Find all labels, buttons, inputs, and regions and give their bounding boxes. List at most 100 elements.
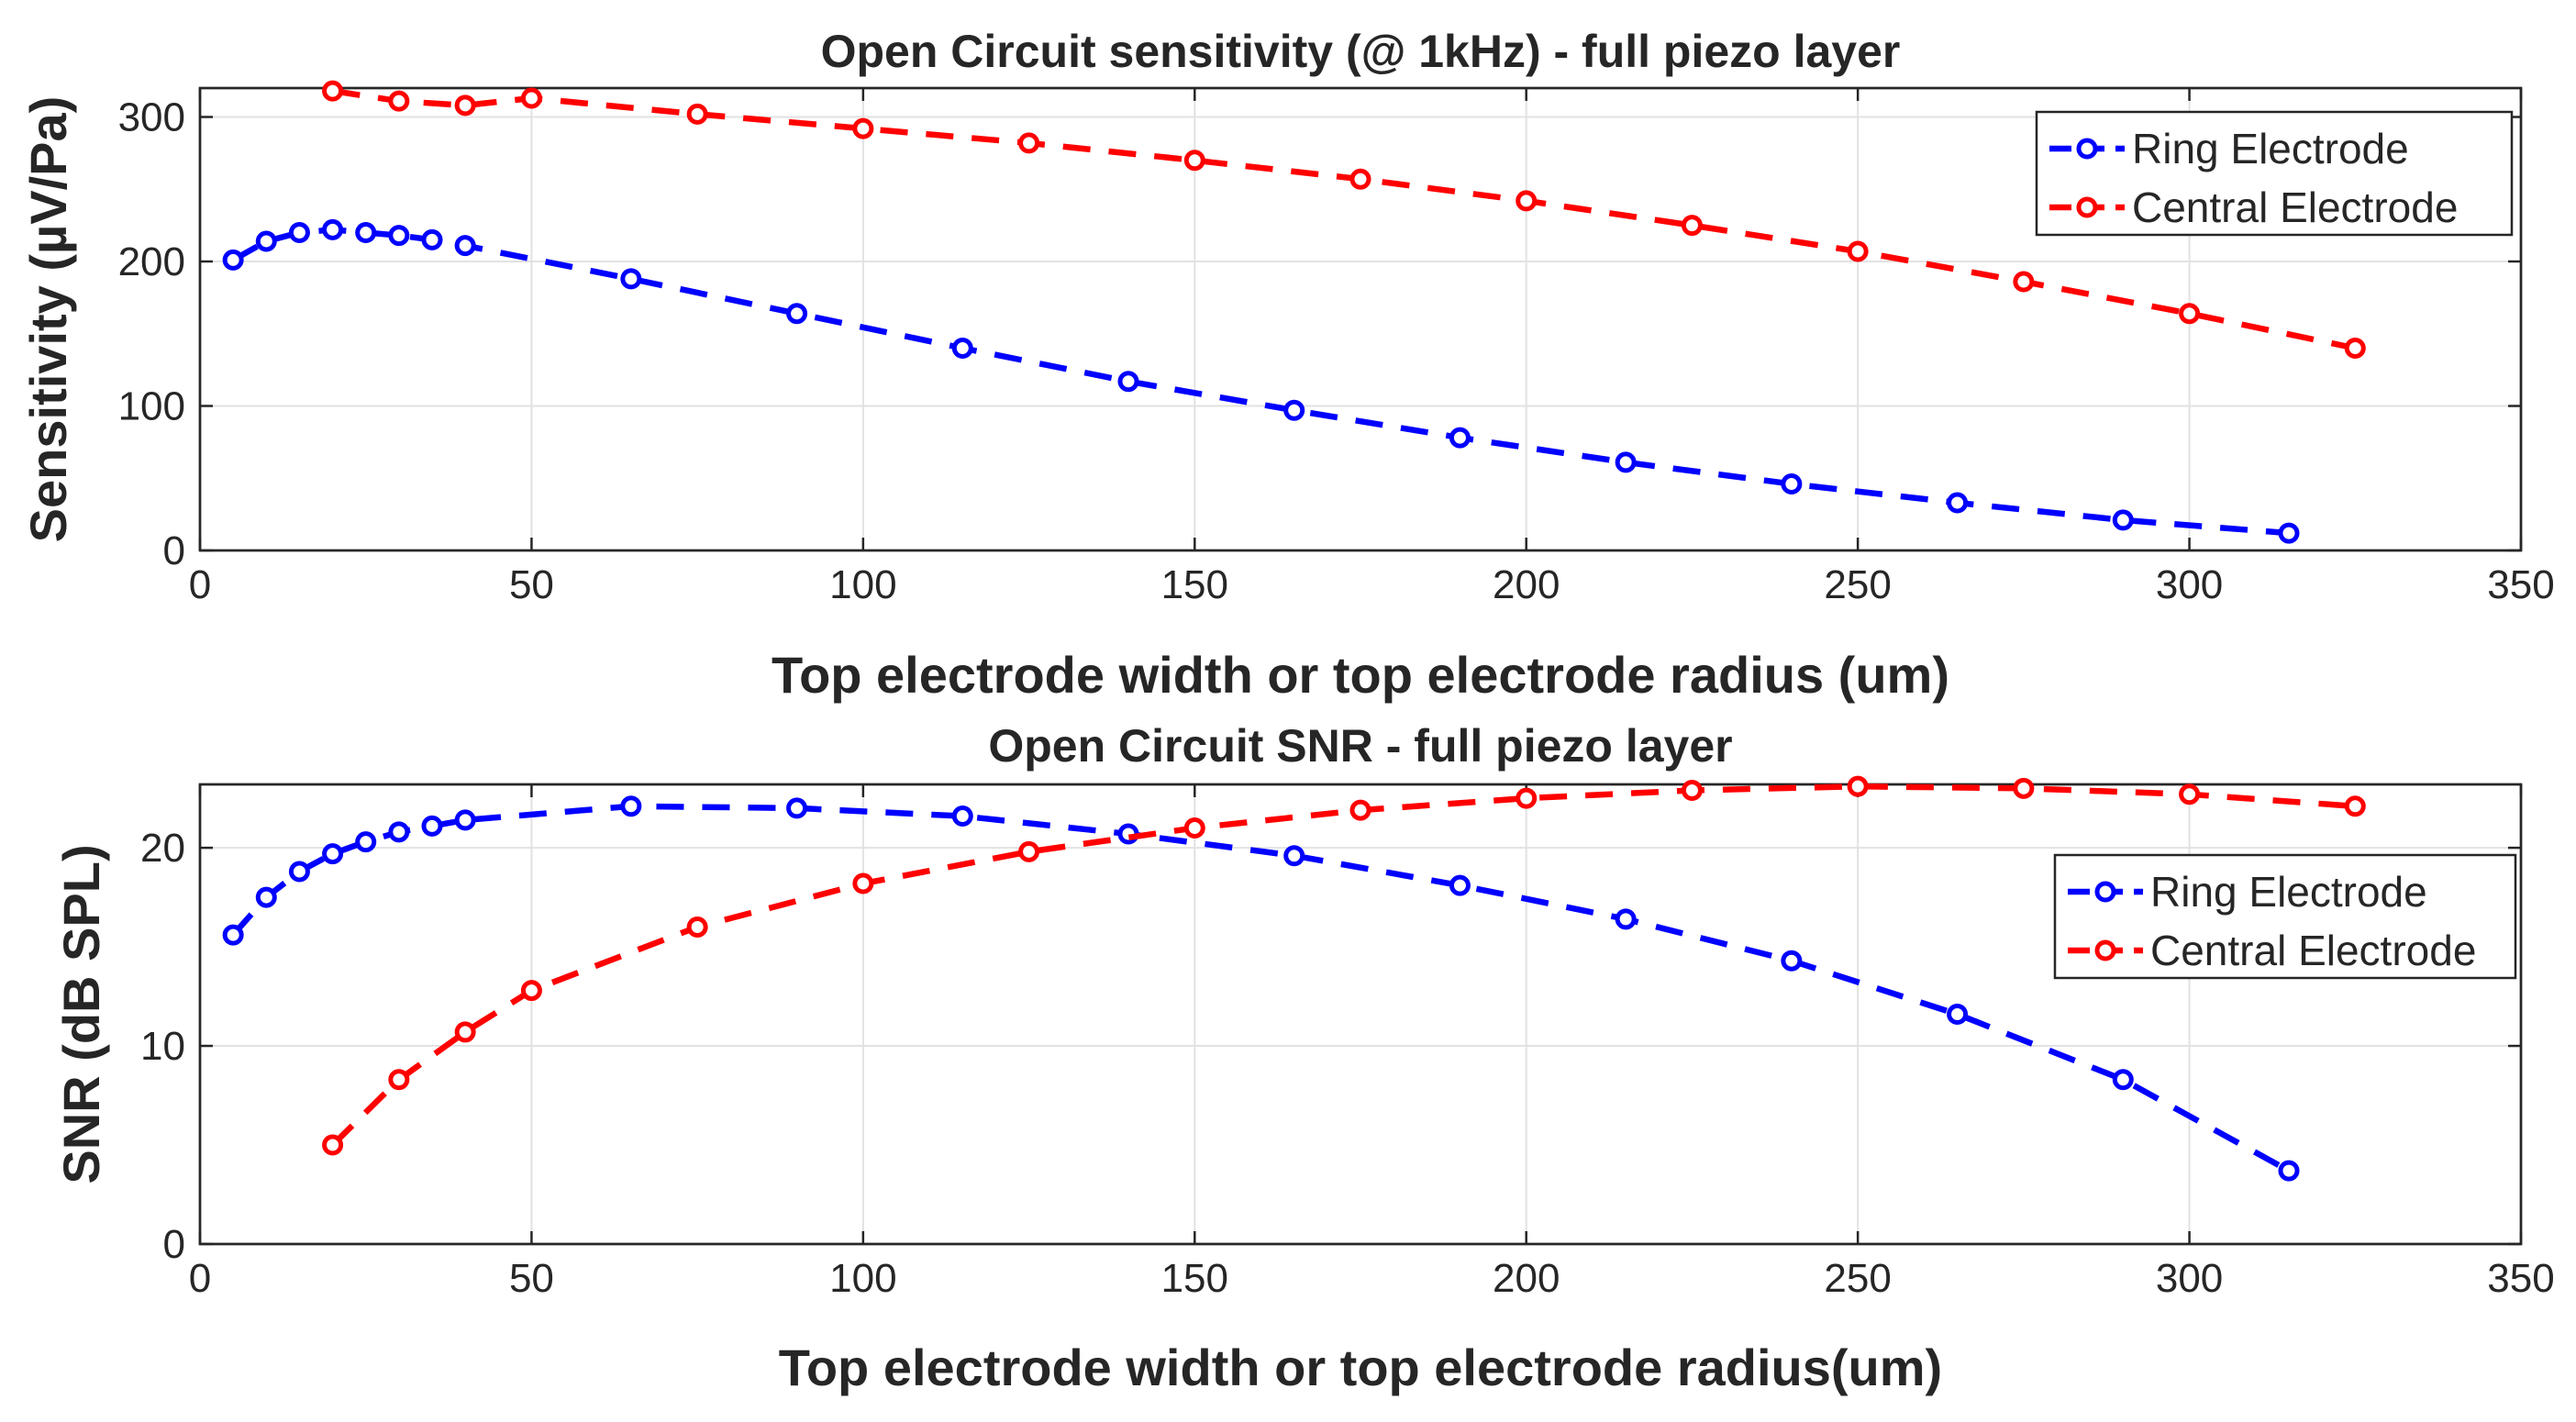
series-ring-electrode: [222, 218, 2300, 544]
legend-marker: [2076, 138, 2098, 160]
x-tick-label: 300: [2156, 1256, 2223, 1301]
axes-box: [198, 86, 2523, 552]
data-point: [421, 815, 443, 837]
data-point: [2179, 783, 2201, 805]
data-point: [1449, 874, 1471, 896]
data-point: [222, 924, 244, 946]
data-point: [2344, 795, 2366, 817]
data-point: [322, 80, 344, 102]
data-point: [1847, 240, 1869, 262]
y-axis-label: SNR (dB SPL): [52, 844, 110, 1183]
axes-box: [198, 783, 2523, 1246]
legend-label: Ring Electrode: [2150, 868, 2427, 916]
data-point: [786, 797, 808, 819]
data-point: [1018, 132, 1040, 154]
x-tick-label: 150: [1161, 562, 1228, 607]
data-point: [322, 843, 344, 865]
x-tick-label: 150: [1161, 1256, 1228, 1301]
x-tick-label: 100: [829, 562, 896, 607]
data-point: [2112, 1069, 2134, 1091]
data-point: [1183, 817, 1205, 839]
y-tick-label: 300: [118, 95, 185, 140]
data-point: [1018, 840, 1040, 862]
data-point: [2013, 777, 2035, 799]
data-point: [322, 218, 344, 240]
data-point: [388, 821, 410, 843]
data-point: [686, 103, 708, 125]
data-point: [388, 1069, 410, 1091]
legend-box: [2035, 110, 2514, 237]
chart-title: Open Circuit sensitivity (@ 1kHz) - full…: [821, 26, 1901, 77]
x-tick-label: 350: [2487, 1256, 2554, 1301]
data-point: [2013, 271, 2035, 293]
data-point: [2179, 303, 2201, 325]
legend-box: [2053, 853, 2517, 980]
data-point: [1947, 1004, 1969, 1025]
x-tick-label: 250: [1824, 562, 1891, 607]
y-tick-label: 0: [163, 528, 185, 573]
data-point: [2278, 522, 2300, 544]
data-point: [686, 916, 708, 938]
data-point: [454, 235, 476, 257]
data-point: [1516, 787, 1538, 809]
data-point: [454, 94, 476, 117]
x-tick-label: 250: [1824, 1256, 1891, 1301]
data-point: [852, 117, 874, 139]
chart-title: Open Circuit SNR - full piezo layer: [988, 720, 1732, 772]
data-point: [1847, 775, 1869, 797]
data-point: [1681, 215, 1703, 237]
data-point: [951, 338, 973, 359]
data-point: [951, 805, 973, 828]
data-point: [421, 228, 443, 250]
legend-marker: [2094, 939, 2116, 961]
x-tick-label: 300: [2156, 562, 2223, 607]
data-point: [1781, 950, 1803, 972]
x-axis-label: Top electrode width or top electrode rad…: [772, 646, 1949, 704]
data-point: [620, 268, 642, 290]
x-tick-label: 100: [829, 1256, 896, 1301]
data-point: [322, 1134, 344, 1156]
x-tick-label: 50: [509, 562, 554, 607]
x-tick-label: 0: [189, 562, 211, 607]
legend: Ring Electrode Central Electrode: [2035, 110, 2514, 237]
chart-1: 0 50 100 150 200 250 300 350 0 100 200 300 Open Circ…: [19, 26, 2555, 704]
data-point: [1681, 779, 1703, 801]
x-tick-label: 50: [509, 1256, 554, 1301]
data-point: [1781, 473, 1803, 495]
data-point: [1283, 845, 1305, 867]
chart-2: 0 50 100 150 200 250 300 350 0 10 20 Open Circuit S…: [52, 720, 2555, 1396]
x-tick-label: 350: [2487, 562, 2554, 607]
data-point: [1117, 371, 1139, 393]
x-axis-label: Top electrode width or top electrode rad…: [779, 1339, 1942, 1396]
data-point: [288, 222, 310, 243]
series-ring-electrode: [222, 795, 2300, 1182]
y-tick-label: 0: [163, 1222, 185, 1267]
data-point: [2278, 1160, 2300, 1182]
data-point: [1349, 799, 1371, 821]
data-point: [1349, 168, 1371, 190]
legend-label: Central Electrode: [2150, 927, 2476, 974]
series-central-electrode: [322, 80, 2366, 359]
legend-marker: [2076, 196, 2098, 218]
legend-marker: [2094, 881, 2116, 903]
series-line: [332, 87, 2356, 351]
data-point: [1183, 150, 1205, 172]
data-point: [355, 831, 377, 853]
data-point: [520, 980, 542, 1002]
data-point: [1283, 399, 1305, 421]
data-point: [388, 225, 410, 247]
data-point: [1449, 427, 1471, 449]
data-point: [454, 1021, 476, 1043]
x-tick-label: 200: [1493, 562, 1560, 607]
data-point: [454, 809, 476, 831]
plot-area: [198, 783, 2523, 1246]
x-tick-label: 0: [189, 1256, 211, 1301]
data-point: [355, 222, 377, 243]
data-point: [620, 795, 642, 817]
data-point: [288, 861, 310, 883]
y-tick-label: 200: [118, 239, 185, 284]
data-point: [222, 249, 244, 271]
y-axis-label: Sensitivity (µV/Pa): [19, 96, 77, 543]
legend-label: Central Electrode: [2132, 183, 2458, 231]
